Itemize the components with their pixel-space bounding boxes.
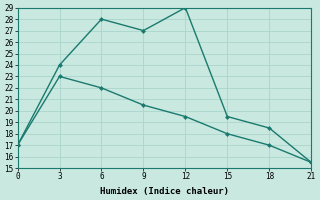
X-axis label: Humidex (Indice chaleur): Humidex (Indice chaleur) (100, 187, 229, 196)
